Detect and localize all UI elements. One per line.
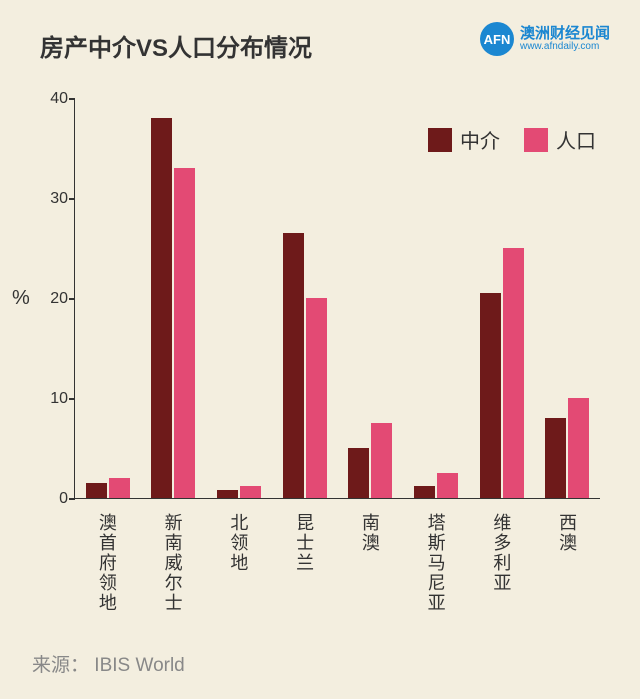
legend-swatch: [524, 128, 548, 152]
bar-group: [141, 99, 207, 498]
bar-series-b: [306, 298, 327, 498]
bar-series-a: [545, 418, 566, 498]
legend-label: 人口: [556, 125, 596, 154]
x-tick-label: 澳首府领地: [74, 505, 140, 618]
y-tick-mark: [69, 298, 75, 300]
bar-group: [534, 99, 600, 498]
bar-series-a: [217, 490, 238, 498]
bar-series-b: [371, 423, 392, 498]
bar-series-b: [109, 478, 130, 498]
bar-group: [403, 99, 469, 498]
chart-container: 房产中介VS人口分布情况 AFN 澳洲财经见闻 www.afndaily.com…: [0, 0, 640, 699]
y-tick-mark: [69, 498, 75, 500]
bar-series-a: [348, 448, 369, 498]
bar-series-b: [568, 398, 589, 498]
bar-series-a: [151, 118, 172, 498]
logo-en: www.afndaily.com: [520, 42, 610, 53]
x-tick-label: 北领地: [206, 505, 272, 618]
chart-area: % 010203040 中介人口 澳首府领地新南威尔士北领地昆士兰南澳塔斯马尼亚…: [40, 99, 600, 619]
source-value: IBIS World: [94, 655, 184, 676]
logo-text: 澳洲财经见闻 www.afndaily.com: [520, 26, 610, 52]
legend-item: 人口: [524, 125, 596, 154]
y-tick-label: 20: [50, 290, 68, 308]
publisher-logo: AFN 澳洲财经见闻 www.afndaily.com: [480, 22, 610, 56]
bar-series-b: [503, 248, 524, 498]
legend-item: 中介: [428, 125, 500, 154]
y-tick-label: 0: [59, 490, 68, 508]
y-tick-label: 10: [50, 390, 68, 408]
x-tick-label: 塔斯马尼亚: [403, 505, 469, 618]
legend-swatch: [428, 128, 452, 152]
y-axis-unit: %: [12, 287, 30, 310]
bar-group: [338, 99, 404, 498]
legend-label: 中介: [460, 125, 500, 154]
bar-series-a: [480, 293, 501, 498]
bar-group: [469, 99, 535, 498]
y-tick-mark: [69, 198, 75, 200]
bar-series-a: [86, 483, 107, 498]
x-tick-label: 南澳: [337, 505, 403, 618]
x-tick-label: 昆士兰: [271, 505, 337, 618]
x-tick-label: 维多利亚: [469, 505, 535, 618]
y-tick-label: 40: [50, 90, 68, 108]
legend: 中介 人口: [428, 125, 596, 154]
source-label: 来源：: [32, 655, 89, 676]
x-tick-label: 新南威尔士: [140, 505, 206, 618]
bars-group: [75, 99, 600, 498]
bar-series-b: [437, 473, 458, 498]
source-line: 来源： IBIS World: [32, 650, 185, 677]
bar-group: [75, 99, 141, 498]
bar-series-b: [174, 168, 195, 498]
x-axis-labels: 澳首府领地新南威尔士北领地昆士兰南澳塔斯马尼亚维多利亚西澳: [74, 505, 600, 618]
x-tick-label: 西澳: [534, 505, 600, 618]
bar-series-b: [240, 486, 261, 498]
plot: 中介 人口: [74, 99, 600, 499]
bar-group: [206, 99, 272, 498]
y-tick-label: 30: [50, 190, 68, 208]
bar-series-a: [414, 486, 435, 498]
bar-series-a: [283, 233, 304, 498]
y-tick-mark: [69, 398, 75, 400]
logo-badge: AFN: [480, 22, 514, 56]
bar-group: [272, 99, 338, 498]
y-tick-mark: [69, 98, 75, 100]
logo-cn: 澳洲财经见闻: [520, 26, 610, 42]
